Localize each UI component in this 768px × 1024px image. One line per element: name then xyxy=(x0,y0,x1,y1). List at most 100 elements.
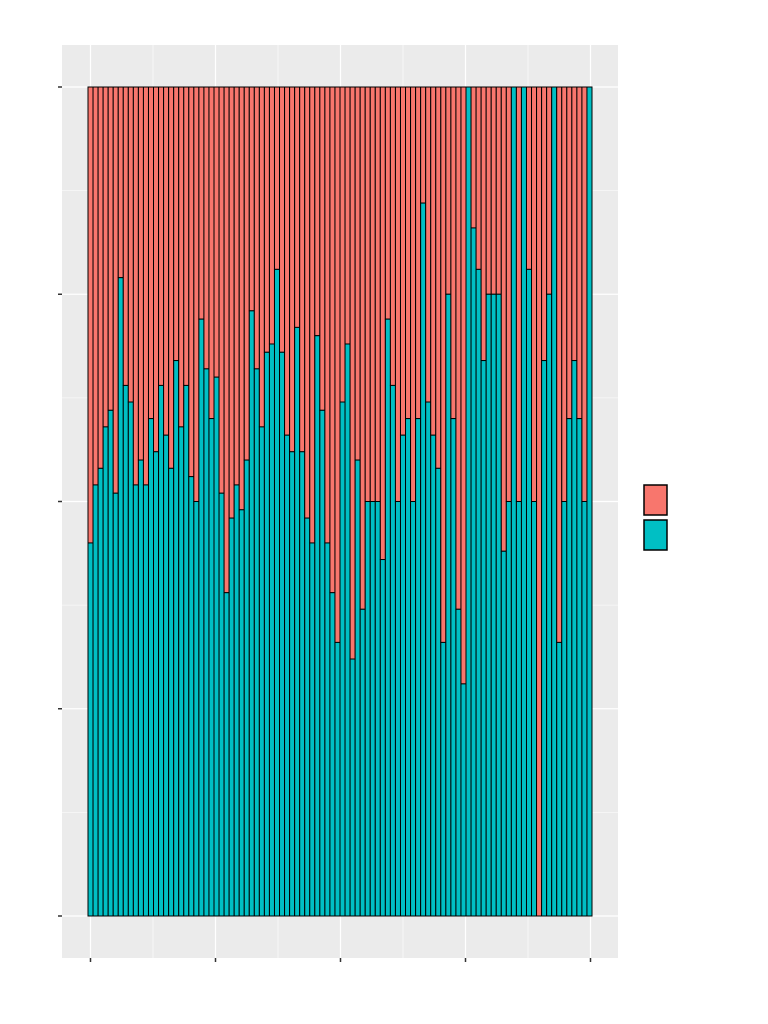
bar-bottom-segment xyxy=(505,501,512,917)
bar-bottom-segment xyxy=(374,501,381,917)
bar-bottom-segment xyxy=(253,368,260,917)
bar-top-segment xyxy=(435,86,442,469)
bar-bottom-segment xyxy=(379,559,386,917)
bar-bottom-segment xyxy=(319,409,326,917)
bar-top-segment xyxy=(354,86,361,461)
bar-top-segment xyxy=(374,86,381,502)
bar-bottom-segment xyxy=(430,434,437,917)
bar-top-segment xyxy=(233,86,240,486)
bar-top-segment xyxy=(359,86,366,610)
bar-top-segment xyxy=(188,86,195,478)
bar-top-segment xyxy=(137,86,144,461)
bar-top-segment xyxy=(495,86,502,295)
bar-top-segment xyxy=(556,86,563,643)
bar-bottom-segment xyxy=(480,360,487,917)
bar-top-segment xyxy=(223,86,230,594)
bar-top-segment xyxy=(349,86,356,660)
bar-bottom-segment xyxy=(399,434,407,917)
bar-bottom-segment xyxy=(147,418,155,917)
bar-top-segment xyxy=(339,86,346,403)
bar-top-segment xyxy=(314,86,321,337)
bar-top-segment xyxy=(97,86,104,469)
bar-top-segment xyxy=(410,86,417,502)
bar-bottom-segment xyxy=(339,401,346,917)
bar-bottom-segment xyxy=(122,384,129,917)
bar-bottom-segment xyxy=(369,501,376,917)
bar-top-segment xyxy=(147,86,155,420)
bar-top-segment xyxy=(394,86,401,502)
bar-bottom-segment xyxy=(541,360,548,917)
bar-bottom-segment xyxy=(213,376,220,917)
bar-bottom-segment xyxy=(405,418,412,917)
bar-top-segment xyxy=(193,86,200,502)
bar-top-segment xyxy=(384,86,391,320)
bar-bottom-segment xyxy=(334,641,341,917)
bar-bottom-segment xyxy=(531,501,538,917)
bar-bottom-segment xyxy=(87,542,94,917)
bar-bottom-segment xyxy=(127,401,134,917)
bar-top-segment xyxy=(238,86,245,511)
bar-top-segment xyxy=(525,86,533,270)
bar-top-segment xyxy=(198,86,205,320)
bar-top-segment xyxy=(208,86,215,420)
bar-top-segment xyxy=(284,86,291,436)
bar-bottom-segment xyxy=(324,542,331,917)
bar-bottom-segment xyxy=(470,227,477,917)
bar-top-segment xyxy=(480,86,487,362)
bar-bottom-segment xyxy=(268,343,275,917)
bar-bottom-segment xyxy=(389,384,396,917)
bar-bottom-segment xyxy=(566,418,573,917)
bar-bottom-segment xyxy=(465,86,472,917)
bar-top-segment xyxy=(112,86,119,494)
bar-bottom-segment xyxy=(112,492,119,917)
bar-top-segment xyxy=(531,86,538,502)
bar-bottom-segment xyxy=(193,501,200,917)
bar-top-segment xyxy=(505,86,512,502)
bar-bottom-segment xyxy=(258,426,265,917)
bar-bottom-segment xyxy=(142,484,149,917)
bar-top-segment xyxy=(299,86,306,453)
bar-bottom-segment xyxy=(163,434,170,917)
bar-bottom-segment xyxy=(248,310,255,917)
bar-top-segment xyxy=(561,86,568,502)
bar-top-segment xyxy=(405,86,412,420)
bar-bottom-segment xyxy=(107,409,114,917)
bar-bottom-segment xyxy=(284,434,291,917)
bar-top-segment xyxy=(289,86,296,453)
bar-bottom-segment xyxy=(571,360,578,917)
bar-top-segment xyxy=(344,86,351,345)
bar-bottom-segment xyxy=(495,293,502,917)
bar-bottom-segment xyxy=(556,641,563,917)
bar-top-segment xyxy=(566,86,573,420)
bar-top-segment xyxy=(304,86,311,519)
bar-top-segment xyxy=(425,86,432,403)
bar-bottom-segment xyxy=(475,268,482,917)
bar-bottom-segment xyxy=(354,459,361,917)
bar-bottom-segment xyxy=(490,293,497,917)
bar-bottom-segment xyxy=(203,368,210,917)
bar-bottom-segment xyxy=(440,641,447,917)
bar-bottom-segment xyxy=(158,384,165,917)
bar-top-segment xyxy=(168,86,175,469)
bar-bottom-segment xyxy=(515,501,522,917)
bar-top-segment xyxy=(571,86,578,362)
bar-top-segment xyxy=(515,86,522,502)
bar-bottom-segment xyxy=(233,484,240,917)
bar-top-segment xyxy=(243,86,250,461)
bar-bottom-segment xyxy=(576,418,583,917)
bar-bottom-segment xyxy=(183,384,190,917)
bar-bottom-segment xyxy=(520,86,527,917)
bar-top-segment xyxy=(117,86,124,279)
bar-top-segment xyxy=(203,86,210,370)
bar-top-segment xyxy=(218,86,225,494)
bar-top-segment xyxy=(536,86,543,917)
bar-top-segment xyxy=(415,86,422,420)
bar-bottom-segment xyxy=(273,268,281,917)
bar-bottom-segment xyxy=(329,592,336,917)
bar-bottom-segment xyxy=(304,517,311,917)
bar-bottom-segment xyxy=(294,326,301,917)
bar-bottom-segment xyxy=(359,608,366,917)
bar-top-segment xyxy=(153,86,160,453)
